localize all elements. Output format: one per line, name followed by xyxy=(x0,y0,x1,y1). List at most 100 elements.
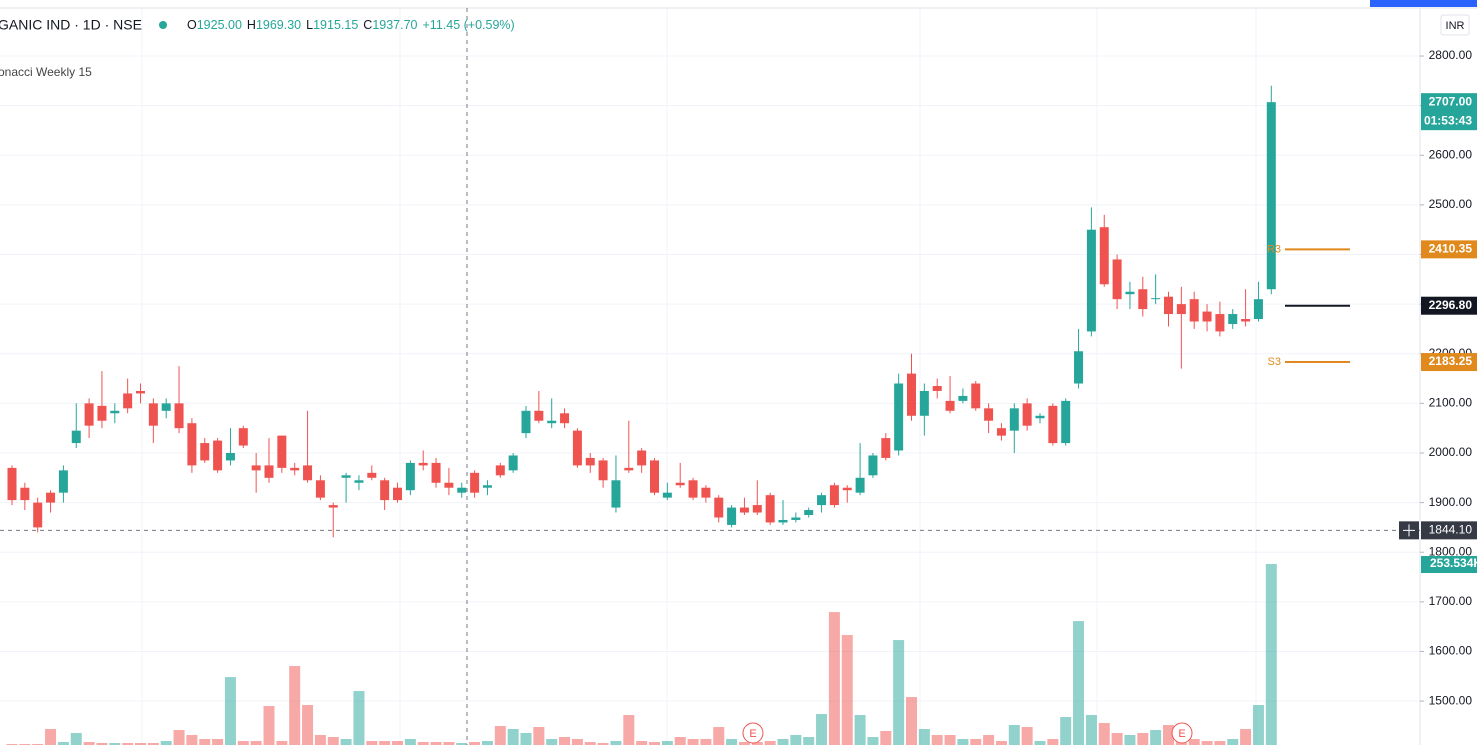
countdown: 01:53:43 xyxy=(1424,113,1472,127)
volume-bar xyxy=(160,741,172,745)
ohlc-item: O xyxy=(187,18,197,32)
candle-body xyxy=(701,487,711,498)
volume-bar xyxy=(777,739,789,745)
volume-bar xyxy=(918,729,930,745)
earnings-marker xyxy=(1171,722,1193,744)
price-tag-label: 2410.35 xyxy=(1429,242,1473,256)
volume-bar xyxy=(1188,739,1200,745)
ohlc-item: 1915.15 xyxy=(313,18,358,32)
symbol: GANIC IND · 1D · NSE xyxy=(0,17,142,33)
plus-icon xyxy=(1403,524,1415,537)
candle-body xyxy=(58,470,68,493)
candle-body xyxy=(482,485,492,488)
candle-body xyxy=(380,480,390,501)
candle-body xyxy=(97,405,107,421)
volume-bar xyxy=(1240,729,1252,745)
volume-bar xyxy=(751,742,763,745)
volume-bar xyxy=(828,612,840,745)
candle-body xyxy=(572,430,582,466)
candle-body xyxy=(148,403,158,426)
volume-bar xyxy=(417,742,429,745)
volume-bar xyxy=(841,635,853,745)
volume-bar xyxy=(533,727,545,745)
volume-bar xyxy=(302,705,314,745)
candle-body xyxy=(714,497,724,518)
candle-body xyxy=(560,413,570,424)
volume-bar xyxy=(173,730,185,745)
candle-body xyxy=(984,408,994,421)
price-tag xyxy=(1421,296,1477,315)
candle-body xyxy=(1228,314,1238,324)
candle-body xyxy=(251,465,261,471)
candle-body xyxy=(341,475,351,478)
candle-body xyxy=(418,462,428,466)
volume-bar xyxy=(57,742,69,745)
toolbar-button[interactable] xyxy=(1370,0,1477,7)
volume-bar xyxy=(456,743,468,745)
volume-bar xyxy=(1137,733,1149,745)
crosshair-tag xyxy=(1421,521,1477,540)
volume-label: 253.534K xyxy=(1430,556,1477,570)
earnings-label: E xyxy=(749,728,756,740)
y-tick-label: 2800.00 xyxy=(1429,48,1473,62)
candle-body xyxy=(238,428,248,446)
volume-bar xyxy=(430,742,442,745)
candle-body xyxy=(84,403,94,426)
volume-bar xyxy=(109,743,121,745)
candle-body xyxy=(534,410,544,421)
candle-body xyxy=(791,517,801,520)
candle-body xyxy=(1241,319,1251,322)
volume-bar xyxy=(392,741,403,745)
volume-bar xyxy=(1150,730,1162,745)
price-tag xyxy=(1421,240,1477,259)
candle-body xyxy=(907,373,916,416)
last-price-label: 2707.00 xyxy=(1429,94,1473,108)
candle-body xyxy=(110,410,120,414)
y-tick-label: 1700.00 xyxy=(1429,594,1473,608)
candle-body xyxy=(7,467,17,501)
volume-bar xyxy=(803,737,815,745)
volume-bar xyxy=(135,743,146,745)
volume-bar xyxy=(366,741,378,745)
volume-bar xyxy=(83,742,95,745)
y-tick-label: 1900.00 xyxy=(1429,495,1473,509)
volume-bar xyxy=(250,741,262,745)
candle-body xyxy=(817,495,827,506)
volume-bar xyxy=(726,739,738,745)
volume-bar xyxy=(494,726,506,745)
currency-box[interactable] xyxy=(1440,14,1470,36)
candle-body xyxy=(46,492,56,503)
ohlc-item: 1925.00 xyxy=(197,18,242,32)
volume-bar xyxy=(289,666,301,745)
volume-bar xyxy=(147,743,159,745)
volume-bar xyxy=(276,741,288,745)
volume-bar xyxy=(584,742,596,745)
candle-body xyxy=(739,507,749,513)
ohlc-item: H xyxy=(247,18,256,32)
volume-bar xyxy=(1060,717,1072,745)
volume-bar xyxy=(1021,727,1033,745)
volume-bar xyxy=(995,741,1007,745)
volume-bar xyxy=(713,727,725,745)
volume-bar xyxy=(340,739,352,745)
candle-body xyxy=(650,460,659,493)
candle-body xyxy=(547,420,557,424)
volume-bar xyxy=(1252,705,1264,745)
crosshair-label: 1844.10 xyxy=(1429,523,1473,537)
pivot-name: R3 xyxy=(1267,243,1281,255)
volume-bar xyxy=(1034,741,1046,745)
currency[interactable]: INR xyxy=(1446,20,1465,32)
candle-body xyxy=(1151,298,1161,300)
volume-bar xyxy=(790,735,802,745)
volume-bar xyxy=(880,731,892,745)
volume-bar xyxy=(1008,725,1020,745)
candle-body xyxy=(842,487,852,491)
volume-bar xyxy=(661,741,673,745)
candle-body xyxy=(868,455,878,476)
volume-bar xyxy=(1085,715,1097,745)
volume-bar xyxy=(1163,725,1174,745)
candle-body xyxy=(662,492,672,498)
candle-body xyxy=(405,462,415,491)
